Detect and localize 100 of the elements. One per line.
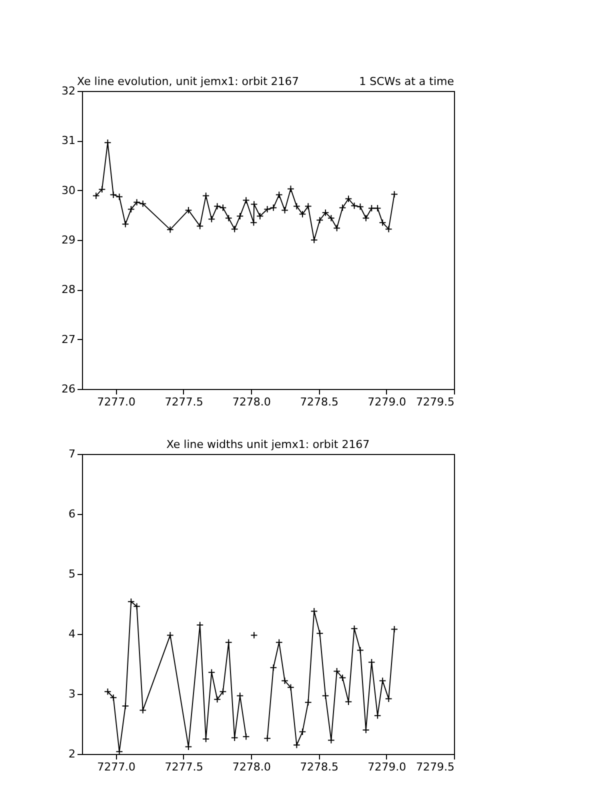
x-tick-label: 7279.5 <box>416 760 454 774</box>
point <box>196 222 204 230</box>
y-tick-label: 3 <box>68 688 76 700</box>
x-tick-label: 7278.5 <box>300 396 338 408</box>
point <box>338 204 346 212</box>
point <box>378 218 386 226</box>
y-tick-label: 26 <box>62 382 76 396</box>
point <box>98 186 106 193</box>
point <box>316 216 324 224</box>
y-tick-label: 31 <box>62 134 76 148</box>
point <box>202 192 210 200</box>
point <box>385 695 392 702</box>
point <box>110 191 118 198</box>
point <box>214 202 221 210</box>
point <box>356 646 364 654</box>
point <box>208 215 216 223</box>
point <box>385 225 392 233</box>
point <box>356 203 364 210</box>
point <box>362 726 370 734</box>
point <box>133 198 140 206</box>
x-tick-label: 7277.0 <box>97 760 136 774</box>
point <box>92 192 100 200</box>
point <box>202 735 210 743</box>
point <box>230 225 238 233</box>
point <box>304 698 312 706</box>
point <box>270 204 278 212</box>
point <box>310 236 318 244</box>
point <box>304 202 312 210</box>
point <box>270 664 278 672</box>
point <box>110 694 118 702</box>
point <box>219 204 227 212</box>
point <box>122 702 130 710</box>
point <box>264 206 271 213</box>
point <box>374 204 382 212</box>
point <box>256 212 264 220</box>
y-tick-label: 2 <box>68 748 76 760</box>
point <box>224 214 232 222</box>
point <box>287 684 294 692</box>
y-tick-label: 4 <box>68 628 76 640</box>
point <box>298 210 306 218</box>
chart-title: Xe line widths unit jemx1: orbit 2167 <box>166 438 370 451</box>
point <box>127 598 135 606</box>
point <box>250 200 258 208</box>
point <box>139 706 147 714</box>
point <box>166 226 174 234</box>
point <box>224 638 232 646</box>
point <box>338 674 346 682</box>
point <box>293 202 300 210</box>
point <box>328 214 335 222</box>
point <box>333 668 341 675</box>
point <box>230 734 238 742</box>
point <box>236 212 244 220</box>
point <box>264 734 271 742</box>
point <box>328 736 335 744</box>
y-tick-label: 29 <box>62 234 76 246</box>
x-tick-label: 7278.5 <box>300 760 338 774</box>
point <box>196 621 204 629</box>
point <box>378 677 386 684</box>
point <box>350 202 358 210</box>
point <box>214 696 221 704</box>
point <box>333 224 341 232</box>
point <box>250 218 258 226</box>
text: 1 SCWs at a time <box>359 75 454 88</box>
chart-title: Xe line evolution, unit jemx1: orbit 2167 <box>77 75 299 88</box>
point <box>133 602 140 610</box>
point <box>122 220 130 228</box>
x-tick-label: 7279.0 <box>368 396 406 408</box>
x-tick-label: 7277.0 <box>97 396 136 408</box>
point <box>250 632 258 639</box>
point <box>322 209 330 216</box>
x-tick-label: 7279.0 <box>368 760 406 774</box>
point <box>322 692 330 700</box>
y-tick-label: 32 <box>62 84 76 98</box>
point <box>287 185 294 193</box>
point <box>242 196 250 204</box>
point <box>127 206 135 213</box>
x-tick-label: 7279.5 <box>416 396 454 408</box>
point <box>362 214 370 222</box>
point <box>344 195 352 202</box>
point <box>390 626 398 633</box>
x-tick-label: 7278.0 <box>232 396 271 408</box>
point <box>275 638 283 646</box>
point <box>184 206 192 214</box>
point <box>316 630 324 638</box>
y-tick-label: 30 <box>62 184 76 197</box>
point <box>116 193 123 200</box>
point <box>139 200 147 208</box>
point <box>368 204 376 212</box>
y-tick-label: 5 <box>68 568 76 580</box>
y-tick-label: 6 <box>68 508 76 520</box>
point <box>390 190 398 198</box>
point <box>368 658 376 666</box>
point <box>242 732 250 740</box>
point <box>293 741 300 749</box>
x-tick-label: 7277.5 <box>164 760 204 774</box>
y-tick-label: 7 <box>68 448 76 460</box>
point <box>219 688 227 696</box>
x-tick-label: 7277.5 <box>164 396 204 408</box>
point <box>350 624 358 632</box>
x-tick-label: 7278.0 <box>232 760 271 774</box>
